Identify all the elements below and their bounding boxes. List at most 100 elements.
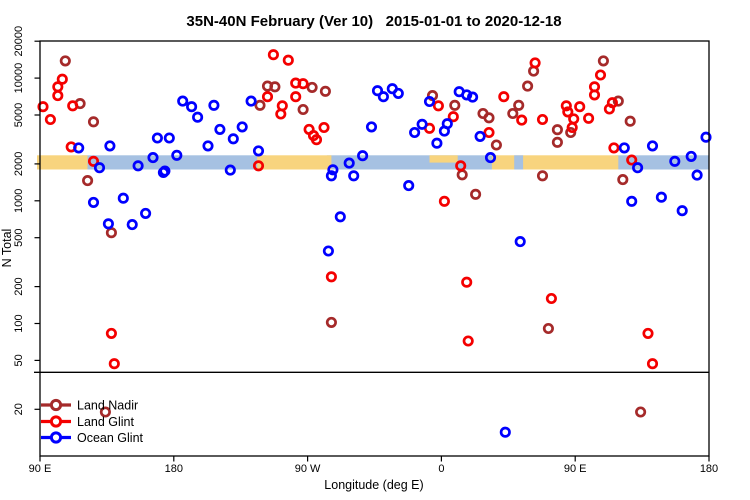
data-point [626,195,638,207]
legend-entry-land-glint: Land Glint [41,415,135,429]
data-point [676,205,688,217]
land-band-overlay-segment [429,155,458,163]
data-point [612,95,624,107]
data-point [105,227,117,239]
data-point [56,73,68,85]
data-point [159,165,171,177]
data-point [117,192,129,204]
data-point [37,101,49,113]
data-point [371,85,384,97]
data-point [104,140,116,152]
data-point [449,99,461,111]
series-ocean-glint [73,83,712,438]
data-point [297,103,309,116]
data-point [522,80,534,92]
data-point [685,150,697,162]
data-point [432,100,444,112]
data-point [498,91,510,103]
data-point [447,111,459,123]
data-point [583,112,595,124]
x-tick-label: 180 [700,463,718,475]
data-point [618,142,630,154]
data-point [551,136,563,148]
data-point [151,132,163,144]
data-point [227,133,239,145]
data-point [82,175,94,187]
data-point [132,160,144,172]
data-point [461,89,473,101]
data-point [52,90,64,102]
data-point [594,69,607,81]
x-tick-label: 90 W [295,463,321,475]
data-point [438,195,450,207]
data-points-layer [37,49,712,438]
data-point [192,111,204,123]
ocean-band-segment [81,155,266,170]
data-point [551,124,563,136]
data-point [87,196,100,208]
data-point [588,89,601,101]
data-point [319,85,331,97]
x-tick-label: 90 E [29,463,52,475]
plot-box [39,40,710,457]
y-tick-label: 20000 [13,26,25,57]
axes-layer: 20 50 100 200 500 1000 2000 5000 10000 20000 90 E 1… [13,26,718,475]
data-point [514,236,526,248]
data-point [236,121,248,133]
data-point [171,149,183,161]
data-point [163,132,175,144]
data-point [456,169,468,181]
data-point [327,164,339,176]
data-point [461,276,473,288]
data-point [691,169,703,181]
data-point [597,55,609,67]
x-axis-title: Longitude (deg E) [324,478,423,492]
data-point [542,322,554,335]
data-point [318,121,330,134]
data-point [617,174,629,186]
data-point [202,140,214,152]
legend-entry-label: Land Nadir [77,398,138,412]
data-point [306,81,318,93]
data-point [529,57,541,69]
legend-entry-label: Ocean Glint [77,431,144,445]
series-land-glint [37,49,659,370]
data-point [574,101,586,113]
data-point [325,271,337,283]
legend: Land Nadir Land Glint Ocean Glint [41,398,144,445]
legend-marker [49,415,63,428]
data-point [513,99,525,111]
data-point [252,145,265,157]
data-point [655,191,667,203]
data-point [290,91,302,103]
data-point [99,406,111,418]
data-point [108,358,120,370]
data-point [483,126,495,139]
data-point [322,245,334,257]
data-point [507,107,519,120]
land-band-segment [491,155,619,170]
series-land-nadir [59,55,647,418]
legend-entry-land-nadir: Land Nadir [41,398,138,412]
data-point [562,106,574,118]
chart-title: 35N-40N February (Ver 10) 2015-01-01 to … [186,13,561,30]
data-point [560,100,572,112]
data-point [467,91,479,103]
data-point [499,426,511,438]
data-point [269,81,281,93]
data-point [484,152,497,164]
x-tick-label: 0 [438,463,444,475]
data-point [536,113,549,126]
data-point [102,218,114,230]
data-point [365,121,378,133]
data-point [565,126,577,139]
data-point [483,112,495,124]
data-point [377,91,389,103]
data-point [516,114,528,126]
y-tick-label: 20 [13,403,25,415]
data-point [93,162,106,174]
data-point [267,49,279,61]
data-point [455,160,467,172]
y-tick-label: 1000 [13,189,25,213]
band-layers [37,155,709,170]
